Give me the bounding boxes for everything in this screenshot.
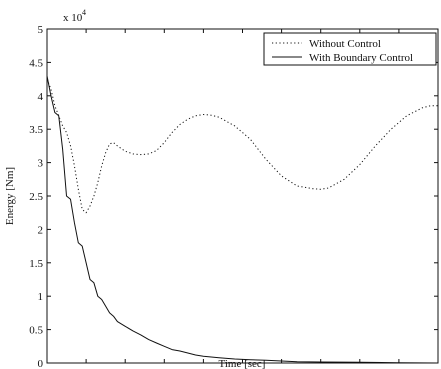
y-tick-label: 0.5: [29, 325, 43, 337]
y-tick-label: 1.5: [29, 258, 43, 270]
y-tick-label: 4: [38, 91, 44, 103]
y-tick-label: 2.5: [29, 191, 43, 203]
y-tick-label: 1: [38, 291, 44, 303]
legend-box: [263, 32, 437, 66]
legend-label-with-boundary-control: With Boundary Control: [309, 52, 413, 64]
y-axis-multiplier: x 10 4: [63, 8, 86, 24]
y-tick-label: 5: [38, 24, 44, 36]
x-axis: 00.511.522.533.544.55: [44, 29, 441, 369]
y-tick-label: 3.5: [29, 124, 43, 136]
y-multiplier-base: x 10: [63, 12, 83, 24]
series-layer: [46, 75, 439, 364]
y-tick-label: 3: [38, 158, 44, 170]
legend-label-without-control: Without Control: [309, 38, 381, 50]
y-tick-label: 0: [38, 358, 44, 369]
legend: Without Control With Boundary Control: [263, 32, 437, 66]
y-axis-label: Energy [Nm]: [4, 167, 16, 225]
series-line-with-boundary-control: [46, 75, 439, 364]
y-multiplier-exponent: 4: [82, 8, 86, 17]
series-line-without-control: [46, 78, 438, 214]
y-axis: 0 0.5 1 1.5 2 2.5 3 3.5 4 4.5 5: [29, 24, 438, 369]
y-tick-label: 4.5: [29, 57, 43, 69]
x-axis-label: Time [sec]: [219, 358, 266, 369]
y-tick-label: 2: [38, 224, 44, 236]
plot-frame: [46, 28, 439, 364]
